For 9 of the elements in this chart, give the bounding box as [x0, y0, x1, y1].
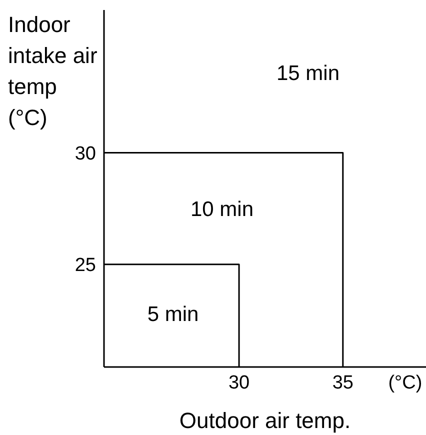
y-tick-label: 25 — [74, 255, 96, 276]
x-axis-title: Outdoor air temp. — [178, 408, 352, 434]
x-tick-label: (°C) — [388, 372, 422, 394]
y-axis-title: Indoor intake air temp (°C) — [8, 11, 98, 132]
annotation: 15 min — [275, 61, 341, 87]
x-tick-label: 35 — [332, 372, 354, 394]
annotation: 10 min — [189, 197, 255, 223]
x-tick-label: 30 — [228, 372, 250, 394]
annotation: 5 min — [146, 302, 200, 328]
